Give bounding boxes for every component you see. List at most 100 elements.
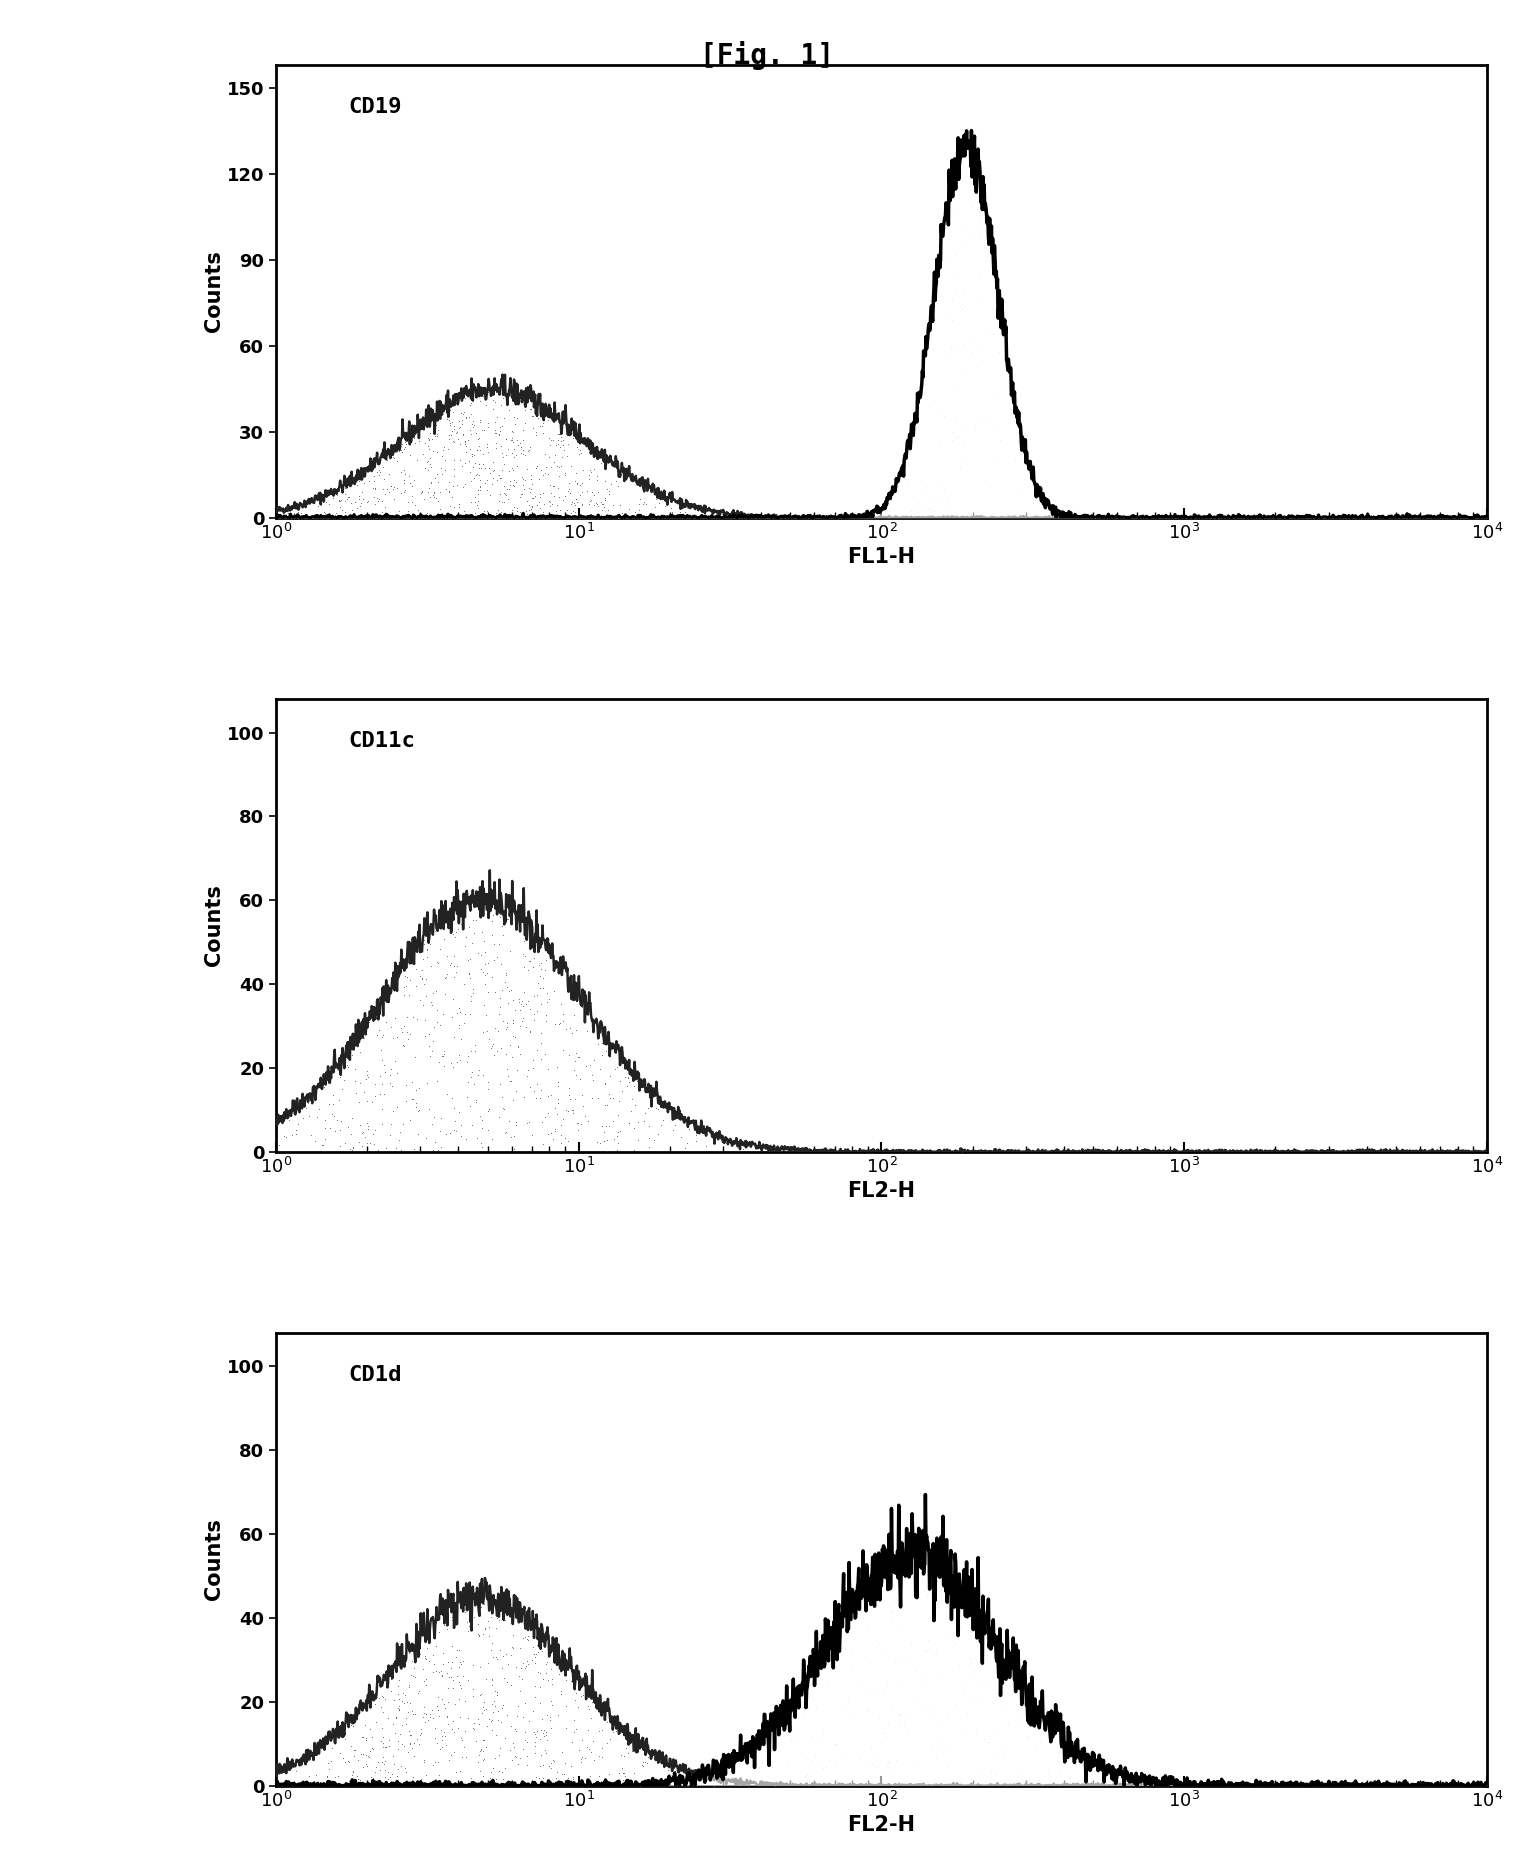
Point — [468, 385, 492, 415]
Point — [630, 1750, 655, 1780]
Point — [659, 498, 684, 528]
Point — [494, 1014, 518, 1043]
Point — [901, 500, 926, 530]
Point — [895, 469, 920, 498]
Point — [543, 1116, 567, 1146]
Point — [535, 1700, 560, 1730]
Point — [360, 1118, 385, 1148]
Point — [494, 1118, 518, 1148]
Point — [478, 458, 503, 487]
Point — [497, 976, 521, 1006]
Point — [464, 1123, 489, 1153]
Point — [547, 1659, 572, 1689]
Point — [461, 1650, 486, 1680]
Point — [475, 407, 500, 437]
Point — [943, 279, 967, 309]
Point — [535, 500, 560, 530]
Point — [442, 950, 466, 980]
Point — [538, 471, 563, 500]
Point — [469, 378, 494, 407]
Point — [412, 1707, 437, 1737]
Point — [468, 405, 492, 435]
Point — [392, 500, 417, 530]
Point — [881, 1585, 906, 1614]
Point — [934, 1598, 958, 1628]
Point — [422, 418, 446, 448]
Point — [415, 424, 440, 454]
Point — [489, 432, 514, 461]
Point — [609, 1717, 633, 1747]
Point — [475, 1579, 500, 1609]
Text: CD19: CD19 — [348, 97, 402, 117]
Point — [549, 990, 573, 1019]
Point — [342, 1741, 366, 1771]
Point — [578, 458, 602, 487]
Point — [362, 1129, 386, 1159]
Point — [368, 1693, 392, 1722]
Point — [796, 1693, 820, 1722]
Point — [547, 495, 572, 525]
Point — [317, 1114, 342, 1144]
Point — [300, 502, 325, 532]
Point — [1053, 1767, 1078, 1797]
Point — [463, 482, 487, 512]
Point — [417, 482, 442, 512]
Point — [576, 1694, 601, 1724]
Point — [1344, 1771, 1369, 1800]
Point — [963, 413, 987, 443]
Point — [345, 1765, 369, 1795]
Point — [501, 491, 526, 521]
Point — [564, 469, 589, 498]
Point — [523, 1648, 547, 1678]
Point — [816, 1668, 840, 1698]
Point — [553, 1014, 578, 1043]
Point — [414, 1616, 438, 1646]
Point — [503, 1743, 527, 1773]
Point — [369, 1747, 394, 1776]
Point — [445, 956, 469, 986]
Point — [515, 1726, 540, 1756]
Point — [561, 487, 586, 517]
Point — [451, 1646, 475, 1676]
Point — [449, 409, 474, 439]
Point — [595, 474, 619, 504]
Point — [560, 1017, 584, 1047]
Point — [541, 947, 566, 976]
Point — [949, 1136, 973, 1166]
Point — [550, 426, 575, 456]
Point — [468, 1620, 492, 1650]
Point — [949, 1715, 973, 1745]
Point — [458, 415, 483, 445]
Point — [564, 487, 589, 517]
Point — [492, 1663, 517, 1693]
Point — [989, 424, 1013, 454]
Point — [406, 1678, 431, 1707]
Text: [Fig. 1]: [Fig. 1] — [699, 41, 834, 71]
Point — [684, 1127, 708, 1157]
Point — [472, 949, 497, 978]
Text: CD11c: CD11c — [348, 731, 415, 751]
Point — [823, 1657, 848, 1687]
Point — [448, 1667, 472, 1696]
Point — [662, 1756, 687, 1786]
Point — [440, 1053, 464, 1083]
Point — [373, 480, 397, 510]
Point — [622, 1758, 647, 1787]
Point — [796, 1760, 820, 1789]
Point — [431, 1732, 455, 1761]
Point — [500, 495, 524, 525]
Point — [426, 485, 451, 515]
Point — [457, 958, 481, 988]
Point — [506, 1605, 530, 1635]
Point — [360, 472, 385, 502]
Point — [1182, 502, 1206, 532]
Point — [598, 1083, 622, 1112]
Point — [409, 963, 434, 993]
Point — [520, 491, 544, 521]
Point — [518, 947, 543, 976]
Point — [369, 1070, 394, 1099]
Point — [429, 1103, 454, 1133]
Point — [967, 177, 992, 206]
Point — [371, 474, 396, 504]
Point — [535, 400, 560, 430]
